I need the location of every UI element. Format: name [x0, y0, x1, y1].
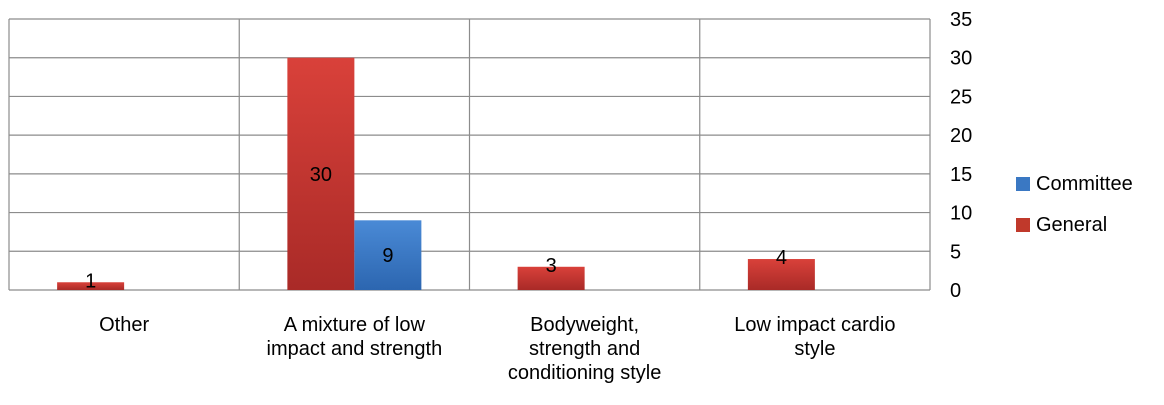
legend-label-general: General	[1036, 213, 1108, 236]
data-label-committee: 9	[382, 245, 393, 267]
legend: Committee General	[1016, 170, 1133, 252]
x-category-label: A mixture of low impact and strength	[266, 314, 443, 360]
y-tick-label: 30	[950, 48, 972, 70]
y-tick-label: 20	[950, 125, 972, 147]
legend-item-general: General	[1016, 211, 1133, 239]
data-label-general: 4	[776, 247, 787, 269]
gridlines	[8, 18, 931, 291]
x-category-label: Low impact cardio style	[734, 314, 896, 360]
y-tick-label: 15	[950, 164, 972, 186]
bars	[57, 57, 815, 290]
legend-item-committee: Committee	[1016, 170, 1133, 198]
data-labels: 1 30 9 3 4	[85, 164, 787, 292]
bar-general	[747, 259, 815, 290]
y-axis-ticks: 0 5 10 15 20 25 30 35	[950, 9, 972, 302]
y-tick-label: 0	[950, 280, 961, 302]
x-category-label: Bodyweight, strength and conditioning st…	[507, 314, 662, 384]
y-tick-label: 5	[950, 241, 961, 263]
bar-general	[287, 57, 355, 290]
legend-label-committee: Committee	[1036, 172, 1133, 195]
x-category-label: Other	[99, 314, 150, 336]
data-label-general: 3	[546, 255, 557, 277]
y-tick-label: 35	[950, 9, 972, 31]
data-label-general: 1	[85, 270, 96, 292]
bar-committee	[354, 220, 422, 290]
legend-swatch-committee	[1016, 177, 1030, 191]
legend-swatch-general	[1016, 218, 1030, 232]
bar-general	[57, 282, 125, 290]
bar-general	[517, 266, 585, 290]
data-label-general: 30	[310, 164, 332, 186]
y-tick-label: 10	[950, 203, 972, 225]
y-tick-label: 25	[950, 86, 972, 108]
